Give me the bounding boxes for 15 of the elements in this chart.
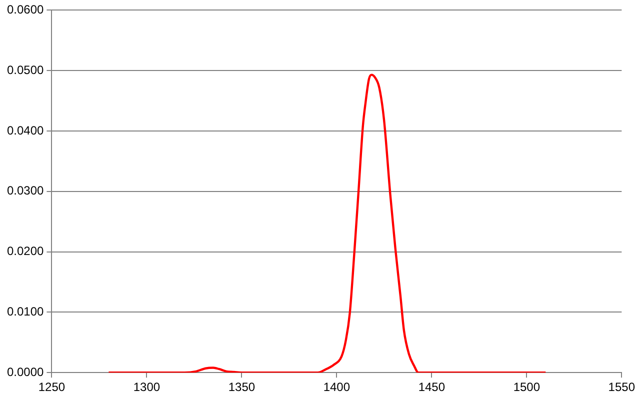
line-series (108, 74, 547, 373)
x-tick-label: 1500 (513, 380, 540, 394)
y-tick-label: 0.0600 (7, 2, 44, 17)
y-tick-label: 0.0300 (7, 184, 44, 198)
y-tick-label: 0.0000 (7, 364, 44, 379)
x-tick-label: 1350 (228, 380, 256, 394)
x-tick-label: 1550 (608, 380, 636, 394)
y-tick-label: 0.0400 (7, 123, 44, 138)
x-tick-label: 1250 (38, 380, 66, 394)
y-tick-label: 0.0100 (7, 304, 44, 319)
y-tick-label: 0.0500 (7, 62, 44, 77)
y-tick-label: 0.0200 (7, 244, 44, 258)
x-tick-label: 1450 (418, 380, 446, 394)
x-tick-label: 1400 (323, 380, 350, 394)
x-tick-label: 1300 (133, 380, 160, 394)
